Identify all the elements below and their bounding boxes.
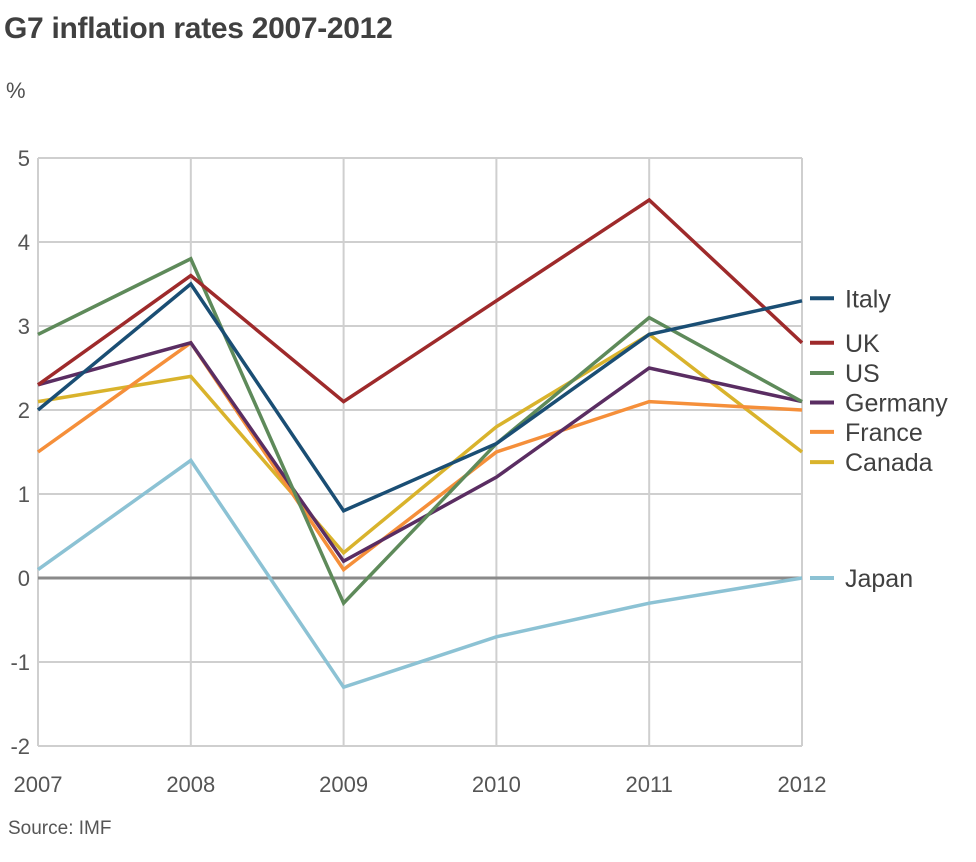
- y-axis-ticks: 5 4 3 2 1 0 -1 -2: [10, 146, 30, 759]
- series-line-us: [37, 256, 803, 607]
- x-tick-label: 2009: [319, 772, 368, 797]
- x-tick-label: 2011: [626, 772, 673, 797]
- series-line-uk: [36, 197, 804, 404]
- legend-label-france: France: [845, 419, 923, 447]
- legend-label-germany: Germany: [845, 389, 948, 417]
- y-tick-label: 1: [18, 482, 30, 507]
- y-tick-label: 0: [18, 566, 30, 591]
- chart-series: [36, 197, 804, 690]
- y-tick-label: 4: [18, 230, 30, 255]
- chart-title: G7 inflation rates 2007-2012: [4, 12, 393, 45]
- series-line-canada: [37, 332, 804, 556]
- legend-label-italy: Italy: [845, 285, 891, 313]
- x-axis-ticks: 2007 2008 2009 2010 2011 2012: [14, 772, 827, 797]
- y-tick-label: 3: [18, 314, 30, 339]
- legend-label-uk: UK: [845, 330, 880, 358]
- legend-label-us: US: [845, 360, 880, 388]
- x-tick-label: 2007: [14, 772, 63, 797]
- source-note: Source: IMF: [8, 818, 112, 839]
- series-line-italy: [36, 281, 803, 513]
- legend-label-japan: Japan: [845, 565, 913, 593]
- chart-grid: [37, 157, 803, 747]
- y-tick-label: 2: [18, 398, 30, 423]
- y-tick-label: 5: [18, 146, 30, 171]
- x-tick-label: 2012: [778, 772, 827, 797]
- series-line-france: [36, 340, 803, 573]
- x-tick-label: 2008: [166, 772, 215, 797]
- x-tick-label: 2010: [472, 772, 521, 797]
- legend-label-canada: Canada: [845, 449, 933, 477]
- y-axis-unit-label: %: [6, 78, 26, 103]
- y-tick-label: -2: [10, 734, 30, 759]
- y-tick-label: -1: [10, 650, 30, 675]
- series-line-germany: [37, 340, 803, 564]
- series-line-japan: [36, 457, 803, 690]
